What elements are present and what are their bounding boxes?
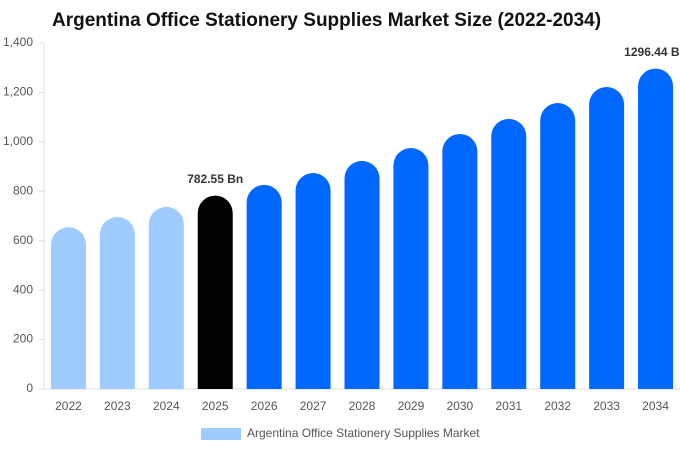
bar xyxy=(99,216,135,389)
y-tick-label: 400 xyxy=(13,282,33,296)
x-tick-label: 2022 xyxy=(55,399,82,413)
x-tick-label: 2030 xyxy=(446,399,473,413)
x-tick-label: 2032 xyxy=(544,399,571,413)
bar xyxy=(540,103,576,389)
bar xyxy=(638,68,674,389)
x-tick-label: 2027 xyxy=(300,399,327,413)
legend-label: Argentina Office Stationery Supplies Mar… xyxy=(247,426,480,440)
x-tick-label: 2033 xyxy=(593,399,620,413)
x-tick-label: 2026 xyxy=(251,399,278,413)
value-label: 782.55 Bn xyxy=(187,172,243,186)
bar xyxy=(589,86,625,390)
bar xyxy=(246,184,282,389)
bar xyxy=(50,227,86,389)
x-tick-label: 2025 xyxy=(202,399,229,413)
bar xyxy=(491,118,527,389)
x-tick-label: 2024 xyxy=(153,399,180,413)
bar xyxy=(393,148,429,389)
bar xyxy=(442,133,478,389)
bar xyxy=(197,195,233,389)
x-tick-label: 2031 xyxy=(495,399,522,413)
y-tick-label: 0 xyxy=(26,381,33,395)
y-tick-label: 1,200 xyxy=(3,85,33,99)
x-tick-label: 2034 xyxy=(642,399,669,413)
y-tick-label: 600 xyxy=(13,233,33,247)
legend-swatch xyxy=(201,428,241,440)
bar xyxy=(148,206,184,389)
y-tick-label: 1,400 xyxy=(3,35,33,49)
y-tick-label: 200 xyxy=(13,332,33,346)
x-tick-label: 2028 xyxy=(349,399,376,413)
x-tick-label: 2023 xyxy=(104,399,131,413)
chart-title: Argentina Office Stationery Supplies Mar… xyxy=(52,10,601,31)
bar xyxy=(344,160,380,389)
bar xyxy=(295,172,331,389)
y-tick-label: 1,000 xyxy=(3,134,33,148)
x-tick-label: 2029 xyxy=(398,399,425,413)
value-label: 1296.44 Bn xyxy=(624,45,680,59)
y-tick-label: 800 xyxy=(13,183,33,197)
